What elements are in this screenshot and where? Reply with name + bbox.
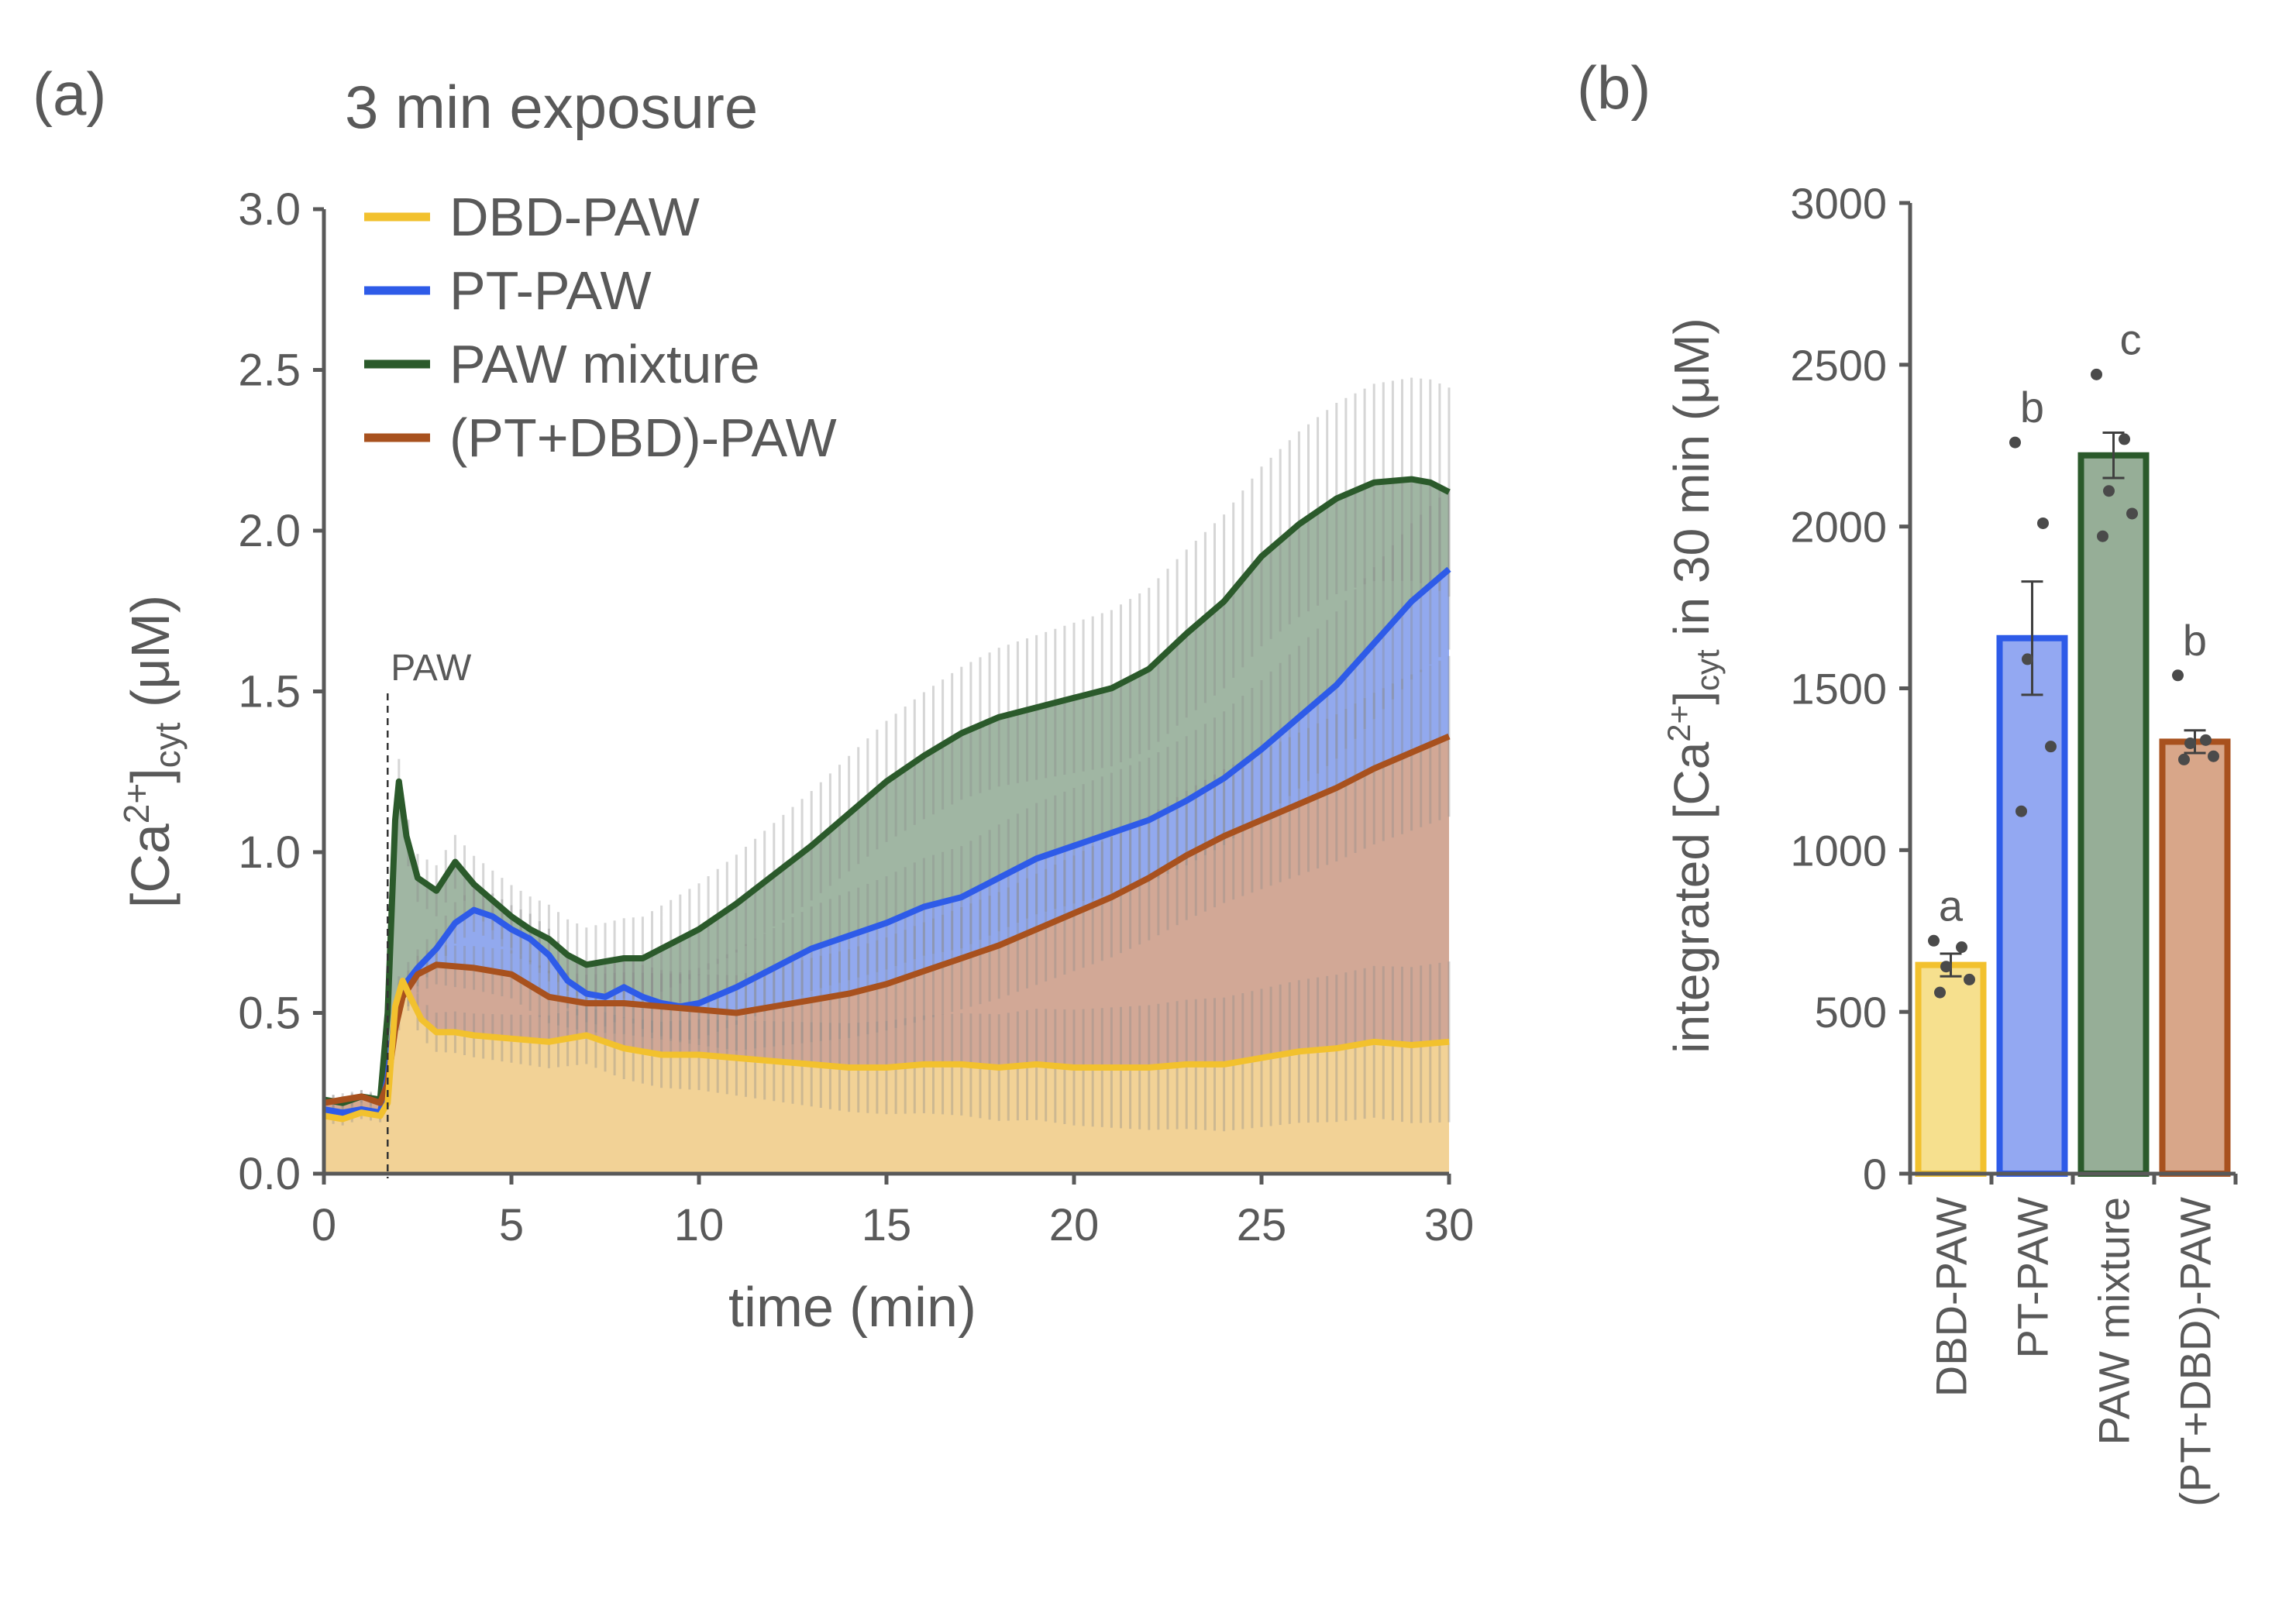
data-point [2009,436,2021,449]
area-dbd-paw [324,981,1449,1174]
bar-pt-paw [1996,634,2068,1177]
panel-a-lines [323,476,1451,1123]
line-pt-dbd-paw [323,733,1451,1106]
category-label-pt-dbd-paw: (PT+DBD)-PAW [2171,1197,2220,1507]
line-paw-mixture [323,476,1451,1106]
panel-a-x-tick-label: 10 [674,1200,725,1250]
panel-a-x-tick-label: 25 [1237,1200,1287,1250]
data-point [1956,941,1967,954]
data-point [2037,517,2049,529]
panel-a-y-tick-label: 2.5 [238,346,301,396]
legend-label-paw-mixture: PAW mixture [449,334,760,394]
panel-b-y-tick-label: 1000 [1790,826,1887,875]
data-point [2178,753,2190,765]
category-label-dbd-paw: DBD-PAW [1927,1197,1976,1397]
legend-label-pt-paw: PT-PAW [449,260,652,321]
panel-b-y-tick-label: 500 [1815,988,1887,1037]
significance-letter: a [1939,881,1964,930]
data-point [2200,734,2212,746]
bar-pt-dbd-paw [2159,738,2231,1177]
panel-a-y-tick-label: 1.0 [238,827,301,878]
panel-b-bars: a b c b [1915,315,2231,1177]
panel-a-y-tick-label: 0.5 [238,989,301,1039]
paw-addition-label: PAW [391,648,472,689]
bar-paw-mixture [2077,452,2150,1177]
panel-a-legend: DBD-PAW PT-PAW PAW mixture (PT+DBD)-PAW [364,187,837,468]
data-point [2119,433,2130,445]
panel-a-axes: 0.0 0.5 1.0 1.5 2.0 2.5 3.0 0 5 10 15 20 25 30 [238,184,1474,1250]
significance-letter: b [2183,616,2207,665]
data-point [2184,738,2196,750]
panel-b: (b) a b c b DBD-PAW PT-PAW PAW mixture (PT+DBD… [1577,53,2238,1507]
significance-letter: b [2020,383,2044,432]
panel-a-label: (a) [33,60,106,128]
legend-label-pt-dbd-paw: (PT+DBD)-PAW [449,407,837,468]
data-point [1964,973,1975,985]
data-point [2208,750,2219,762]
data-point [2103,485,2115,497]
data-point [2097,530,2108,542]
panel-a-x-axis-label: time (min) [728,1277,976,1339]
data-point [2126,507,2138,520]
panel-a-x-tick-label: 30 [1424,1200,1475,1250]
legend-label-dbd-paw: DBD-PAW [449,187,700,247]
panel-a-x-tick-label: 0 [312,1200,336,1250]
panel-a-y-tick-label: 1.5 [238,667,301,717]
panel-a-title: 3 min exposure [345,73,758,141]
panel-b-y-tick-label: 2000 [1790,503,1887,552]
category-label-paw-mixture: PAW mixture [2090,1197,2139,1445]
panel-b-y-tick-label: 3000 [1790,179,1887,228]
line-dbd-paw [323,978,1450,1123]
panel-b-y-tick-label: 2500 [1790,341,1887,390]
data-point [2022,653,2033,665]
panel-a-x-tick-label: 20 [1049,1200,1100,1250]
data-point [1934,986,1946,999]
panel-b-y-axis-label: integrated [Ca2+]cyt in 30 min (μM) [1661,318,1726,1053]
data-point [1940,961,1952,973]
panel-b-label: (b) [1577,53,1651,122]
category-label-pt-paw: PT-PAW [2009,1197,2057,1359]
panel-a-x-tick-label: 15 [862,1200,912,1250]
panel-b-y-tick-label: 0 [1863,1150,1887,1198]
panel-b-axes: DBD-PAW PT-PAW PAW mixture (PT+DBD)-PAW 0 500… [1790,179,2238,1507]
bar-dbd-paw [1915,961,1987,1177]
data-point [2015,805,2027,817]
data-point [1928,934,1940,947]
panel-a-y-tick-label: 3.0 [238,184,301,235]
panel-a-x-tick-label: 5 [499,1200,524,1250]
panel-a-y-tick-label: 0.0 [238,1149,301,1199]
panel-a-y-tick-label: 2.0 [238,506,301,556]
panel-b-y-tick-label: 1500 [1790,665,1887,714]
significance-letter: c [2120,315,2142,363]
data-point [2045,741,2057,753]
panel-a-error-bands [322,377,1451,1132]
data-point [2172,669,2184,682]
panel-a: (a) 3 min exposure PAW 0.0 0.5 1.0 1.5 2.0 2.… [33,60,1474,1339]
panel-a-y-axis-label: [Ca2+]cyt (μM) [116,595,188,908]
data-point [2091,368,2102,380]
